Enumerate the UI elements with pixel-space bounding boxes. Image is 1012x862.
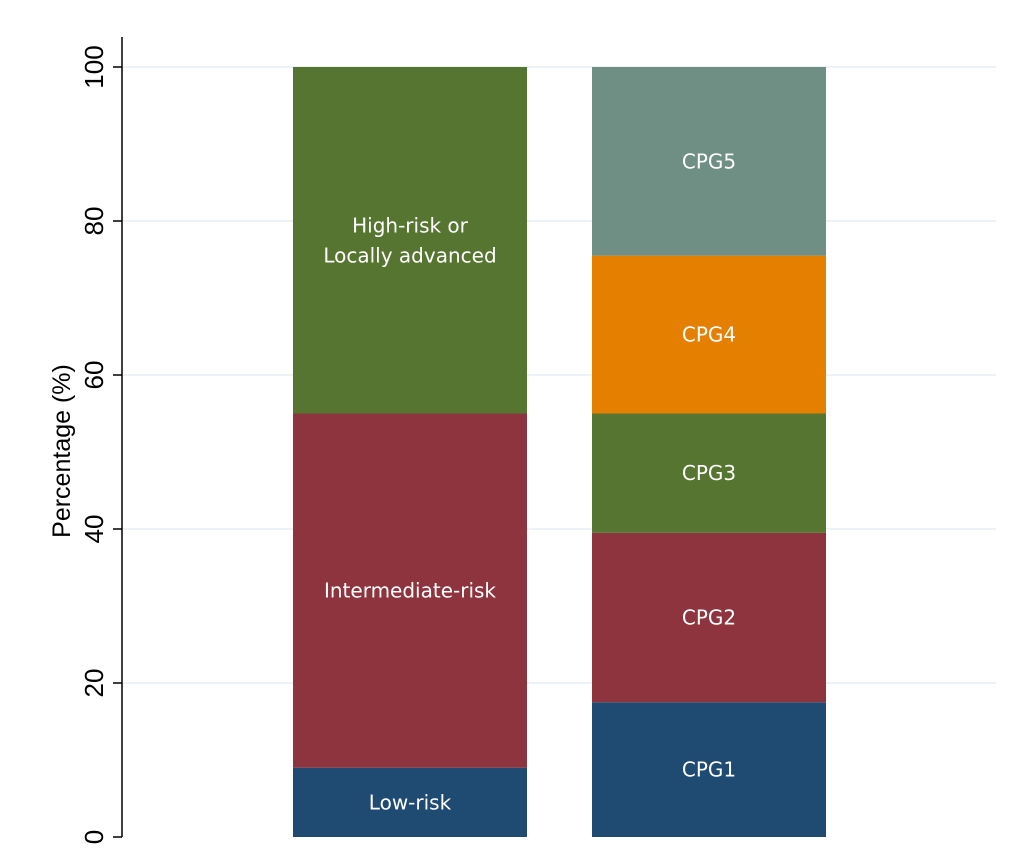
segment-label: CPG2 xyxy=(682,606,736,630)
y-tick-label: 20 xyxy=(79,669,109,698)
y-tick-label: 40 xyxy=(79,515,109,544)
gridlines xyxy=(122,66,996,684)
bar-segment xyxy=(592,532,826,703)
bar-segment xyxy=(293,67,527,414)
segment-label-line: CPG1 xyxy=(682,758,736,782)
segment-label: CPG3 xyxy=(682,461,736,485)
bar-stack: CPG1 CPG2 CPG3 CPG4 CPG5 xyxy=(592,67,826,837)
segment-label-line: CPG3 xyxy=(682,461,736,485)
bar-segment xyxy=(592,702,826,837)
segment-label-line: Low-risk xyxy=(369,790,452,814)
bar-segment xyxy=(592,255,826,414)
bar-segment xyxy=(592,413,826,533)
bar-segment xyxy=(592,67,826,256)
bar-segment xyxy=(293,413,527,768)
bars: Low-risk Intermediate-risk High-risk or Loc… xyxy=(293,67,826,837)
segment-label: Low-risk xyxy=(369,790,452,814)
bar-segment xyxy=(293,767,527,837)
segment-label-line: CPG4 xyxy=(682,323,736,347)
segment-label: High-risk or Locally advanced xyxy=(323,213,496,267)
segment-label-line: Intermediate-risk xyxy=(324,579,496,603)
segment-label-line: Locally advanced xyxy=(323,243,496,267)
segment-label: CPG5 xyxy=(682,149,736,173)
bar-stack: Low-risk Intermediate-risk High-risk or Loc… xyxy=(293,67,527,837)
y-axis: 0 20 40 60 80 100 xyxy=(79,37,123,844)
segment-label: CPG4 xyxy=(682,323,736,347)
segment-label-line: CPG2 xyxy=(682,606,736,630)
y-tick-label: 80 xyxy=(79,207,109,236)
y-tick-label: 100 xyxy=(79,45,109,88)
y-tick-label: 60 xyxy=(79,361,109,390)
y-axis-title: Percentage (%) xyxy=(48,364,76,538)
segment-label: Intermediate-risk xyxy=(324,579,496,603)
segment-label: CPG1 xyxy=(682,758,736,782)
segment-label-line: CPG5 xyxy=(682,149,736,173)
y-tick-label: 0 xyxy=(79,830,109,844)
segment-label-line: High-risk or xyxy=(352,213,469,237)
